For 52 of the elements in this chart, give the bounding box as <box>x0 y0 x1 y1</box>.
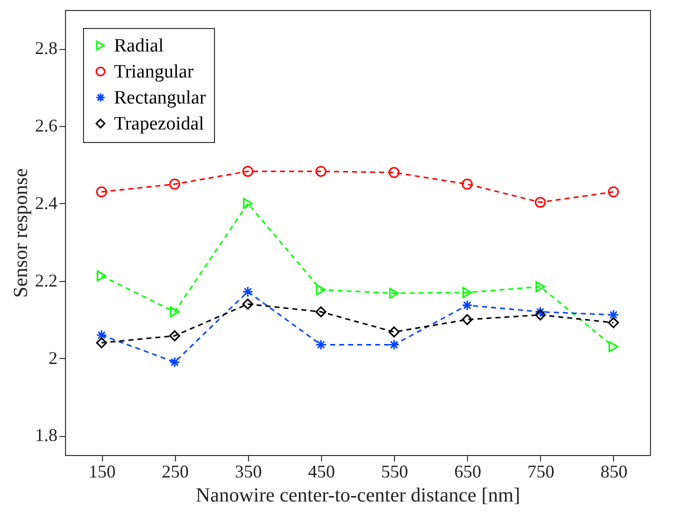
legend-label: Trapezoidal <box>114 114 204 134</box>
y-tick-label: 2.6 <box>35 116 58 136</box>
x-axis-title: Nanowire center-to-center distance [nm] <box>196 484 520 506</box>
point <box>96 337 108 348</box>
point <box>608 186 619 198</box>
point <box>242 286 254 298</box>
legend-label: Rectangular <box>114 88 206 108</box>
point <box>388 326 400 338</box>
point <box>389 288 399 299</box>
point <box>534 306 546 318</box>
point <box>96 330 108 341</box>
y-axis-title: Sensor response <box>10 168 32 298</box>
point <box>608 341 618 352</box>
point <box>462 286 472 298</box>
point <box>96 270 106 282</box>
point <box>388 339 400 350</box>
point <box>608 309 619 320</box>
point <box>170 306 180 318</box>
x-tick-label: 250 <box>162 462 189 482</box>
point <box>608 317 619 328</box>
y-tick-label: 2.2 <box>35 270 58 290</box>
x-tick-label: 750 <box>527 462 554 482</box>
point <box>315 339 326 350</box>
x-tick-label: 150 <box>88 462 116 482</box>
point <box>388 167 400 178</box>
point <box>242 198 253 209</box>
y-tick-label: 1.8 <box>35 425 58 446</box>
y-tick-label: 2.8 <box>35 38 58 58</box>
x-tick-label: 350 <box>234 462 262 482</box>
point <box>316 284 326 296</box>
point <box>169 356 180 368</box>
point <box>169 178 180 190</box>
point <box>534 196 546 208</box>
point <box>315 306 326 318</box>
legend-label: Radial <box>114 36 164 56</box>
point <box>315 166 326 177</box>
x-tick-label: 550 <box>381 462 408 482</box>
y-tick-label: 2 <box>48 348 58 368</box>
x-tick-label: 650 <box>454 462 482 482</box>
point <box>96 186 108 198</box>
point <box>169 330 180 342</box>
x-tick-label: 850 <box>600 462 628 482</box>
point <box>535 281 546 292</box>
x-tick-label: 450 <box>308 462 335 482</box>
point <box>534 309 546 320</box>
point <box>462 300 473 311</box>
point <box>462 314 473 326</box>
point <box>242 298 254 310</box>
y-tick-label: 2.4 <box>35 192 58 213</box>
point <box>462 178 473 190</box>
legend-label: Triangular <box>114 62 194 82</box>
point <box>242 166 254 177</box>
